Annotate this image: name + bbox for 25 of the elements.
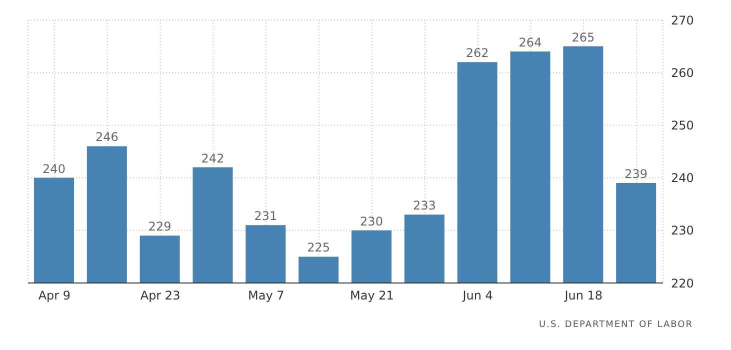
x-tick-label: Jun 18 bbox=[564, 288, 603, 303]
data-label: 240 bbox=[42, 162, 66, 176]
text: U.S. DEPARTMENT OF LABOR bbox=[539, 320, 693, 330]
data-label: 262 bbox=[466, 46, 489, 60]
y-tick-label: 220 bbox=[671, 276, 694, 290]
data-label: 231 bbox=[254, 209, 278, 224]
y-tick-label: 250 bbox=[671, 118, 694, 132]
data-label: 239 bbox=[624, 167, 648, 182]
data-label: 246 bbox=[95, 130, 118, 144]
data-label: 230 bbox=[360, 214, 383, 228]
data-label: 264 bbox=[518, 36, 542, 50]
y-tick-label: 260 bbox=[671, 66, 694, 80]
data-label: 242 bbox=[201, 151, 224, 166]
y-tick-label: 230 bbox=[671, 224, 694, 238]
data-label: 233 bbox=[412, 198, 436, 213]
x-tick-label: Jun 4 bbox=[462, 288, 493, 303]
data-label: 265 bbox=[572, 30, 595, 44]
data-label: 225 bbox=[307, 240, 330, 255]
y-tick-label: 240 bbox=[671, 171, 694, 186]
x-tick-label: May 7 bbox=[248, 288, 284, 303]
y-tick-label: 270 bbox=[671, 13, 694, 28]
x-tick-label: Apr 23 bbox=[140, 288, 180, 303]
x-tick-label: Apr 9 bbox=[38, 288, 71, 303]
data-label: 229 bbox=[148, 220, 172, 234]
x-tick-label: May 21 bbox=[350, 288, 394, 303]
